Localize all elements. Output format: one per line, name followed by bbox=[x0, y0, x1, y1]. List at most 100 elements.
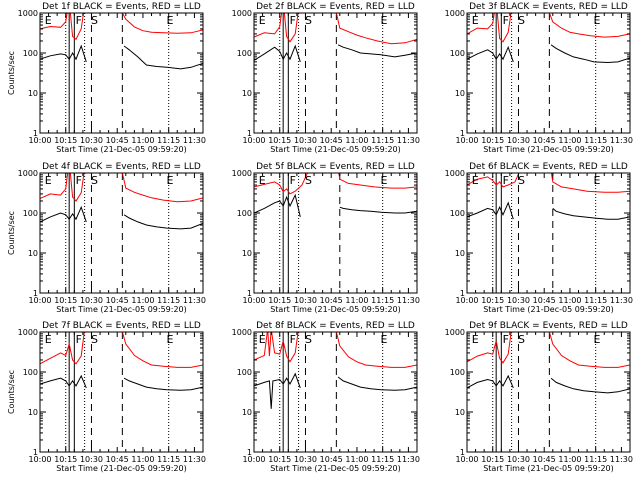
y-tick-label: 100 bbox=[450, 368, 465, 377]
region-label: S bbox=[305, 14, 312, 27]
panel-title: Det 9f BLACK = Events, RED = LLD bbox=[469, 321, 628, 331]
x-tick-label: 11:15 bbox=[157, 296, 180, 305]
y-tick-label: 1000 bbox=[445, 169, 465, 178]
x-tick-label: 11:00 bbox=[131, 136, 154, 145]
region-label: E bbox=[167, 333, 174, 346]
x-tick-label: 10:00 bbox=[28, 455, 51, 464]
region-label: F bbox=[290, 14, 296, 27]
region-label: S bbox=[305, 333, 312, 346]
x-tick-label: 10:30 bbox=[294, 296, 317, 305]
x-tick-label: 10:45 bbox=[106, 455, 129, 464]
x-tick-label: 10:00 bbox=[28, 296, 51, 305]
x-tick-label: 11:30 bbox=[610, 296, 633, 305]
x-tick-label: 10:15 bbox=[481, 455, 504, 464]
x-tick-label: 10:00 bbox=[242, 136, 265, 145]
x-axis-label: Start Time (21-Dec-05 09:59:20) bbox=[483, 145, 614, 154]
region-label: E bbox=[259, 333, 266, 346]
panel-title: Det 7f BLACK = Events, RED = LLD bbox=[42, 321, 201, 331]
x-tick-label: 11:15 bbox=[157, 136, 180, 145]
events-series-line bbox=[467, 374, 630, 394]
events-series-line bbox=[40, 374, 203, 391]
x-axis-label: Start Time (21-Dec-05 09:59:20) bbox=[483, 464, 614, 473]
region-label: F bbox=[290, 333, 296, 346]
lld-series-line bbox=[254, 173, 417, 195]
panel-2: Det 2f BLACK = Events, RED = LLD E F S E 1 10 1… bbox=[232, 2, 420, 154]
panel-7: Det 7f BLACK = Events, RED = LLD E F S E 1 10 1… bbox=[7, 321, 206, 473]
x-tick-label: 10:00 bbox=[242, 455, 265, 464]
x-tick-label: 11:15 bbox=[584, 455, 607, 464]
x-tick-label: 11:30 bbox=[183, 296, 206, 305]
y-tick-label: 100 bbox=[237, 368, 252, 377]
y-tick-label: 1 bbox=[247, 289, 252, 298]
region-label: S bbox=[305, 174, 312, 187]
x-axis-label: Start Time (21-Dec-05 09:59:20) bbox=[56, 145, 187, 154]
x-axis-label: Start Time (21-Dec-05 09:59:20) bbox=[270, 464, 401, 473]
x-tick-label: 10:15 bbox=[54, 455, 77, 464]
x-tick-label: 10:30 bbox=[80, 136, 103, 145]
x-tick-label: 11:30 bbox=[397, 296, 420, 305]
x-tick-label: 11:00 bbox=[345, 296, 368, 305]
region-label: S bbox=[518, 174, 525, 187]
events-series-line bbox=[467, 201, 630, 220]
x-tick-label: 10:15 bbox=[268, 296, 291, 305]
x-tick-label: 10:45 bbox=[533, 136, 556, 145]
x-tick-label: 10:15 bbox=[268, 136, 291, 145]
panel-5: Det 5f BLACK = Events, RED = LLD E F S E 1 10 1… bbox=[232, 162, 420, 314]
lld-series-line bbox=[254, 332, 417, 368]
region-label: E bbox=[472, 14, 479, 27]
plot-frame bbox=[39, 172, 204, 294]
x-tick-label: 11:15 bbox=[371, 296, 394, 305]
y-tick-label: 1 bbox=[33, 129, 38, 138]
region-label: E bbox=[259, 14, 266, 27]
y-tick-label: 1000 bbox=[232, 169, 252, 178]
x-axis-label: Start Time (21-Dec-05 09:59:20) bbox=[270, 145, 401, 154]
x-tick-label: 10:15 bbox=[481, 296, 504, 305]
y-tick-label: 1000 bbox=[445, 9, 465, 18]
x-axis-label: Start Time (21-Dec-05 09:59:20) bbox=[270, 305, 401, 314]
x-tick-label: 10:30 bbox=[507, 136, 530, 145]
plot-frame bbox=[253, 331, 418, 453]
y-tick-label: 1000 bbox=[445, 328, 465, 337]
region-label: F bbox=[290, 174, 296, 187]
region-label: E bbox=[45, 174, 52, 187]
y-tick-label: 1 bbox=[460, 448, 465, 457]
x-tick-label: 11:00 bbox=[558, 136, 581, 145]
events-series-line bbox=[467, 44, 630, 64]
y-tick-label: 1 bbox=[33, 289, 38, 298]
x-tick-label: 10:45 bbox=[533, 455, 556, 464]
x-tick-label: 11:15 bbox=[584, 136, 607, 145]
region-label: F bbox=[76, 14, 82, 27]
x-tick-label: 11:15 bbox=[371, 136, 394, 145]
x-tick-label: 10:45 bbox=[320, 296, 343, 305]
events-series-line bbox=[254, 44, 417, 63]
x-tick-label: 10:15 bbox=[481, 136, 504, 145]
region-label: F bbox=[503, 174, 509, 187]
x-tick-label: 11:30 bbox=[397, 136, 420, 145]
plot-frame bbox=[253, 12, 418, 134]
x-tick-label: 10:00 bbox=[242, 296, 265, 305]
region-label: S bbox=[518, 333, 525, 346]
panel-title: Det 4f BLACK = Events, RED = LLD bbox=[42, 162, 201, 172]
plot-frame bbox=[39, 331, 204, 453]
panel-9: Det 9f BLACK = Events, RED = LLD E F S E 1 10 1… bbox=[445, 321, 633, 473]
y-tick-label: 10 bbox=[28, 408, 38, 417]
x-tick-label: 10:00 bbox=[28, 136, 51, 145]
lld-series-line bbox=[467, 13, 630, 43]
x-tick-label: 11:30 bbox=[397, 455, 420, 464]
x-tick-label: 10:45 bbox=[106, 296, 129, 305]
panel-title: Det 8f BLACK = Events, RED = LLD bbox=[256, 321, 415, 331]
panel-3: Det 3f BLACK = Events, RED = LLD E F S E 1 10 1… bbox=[445, 2, 633, 154]
y-tick-label: 1 bbox=[460, 289, 465, 298]
y-tick-label: 10 bbox=[242, 89, 252, 98]
x-tick-label: 10:30 bbox=[80, 296, 103, 305]
region-label: S bbox=[91, 333, 98, 346]
y-tick-label: 100 bbox=[23, 209, 38, 218]
y-tick-label: 1 bbox=[33, 448, 38, 457]
y-axis-label: Counts/sec bbox=[7, 211, 16, 255]
region-label: E bbox=[381, 14, 388, 27]
